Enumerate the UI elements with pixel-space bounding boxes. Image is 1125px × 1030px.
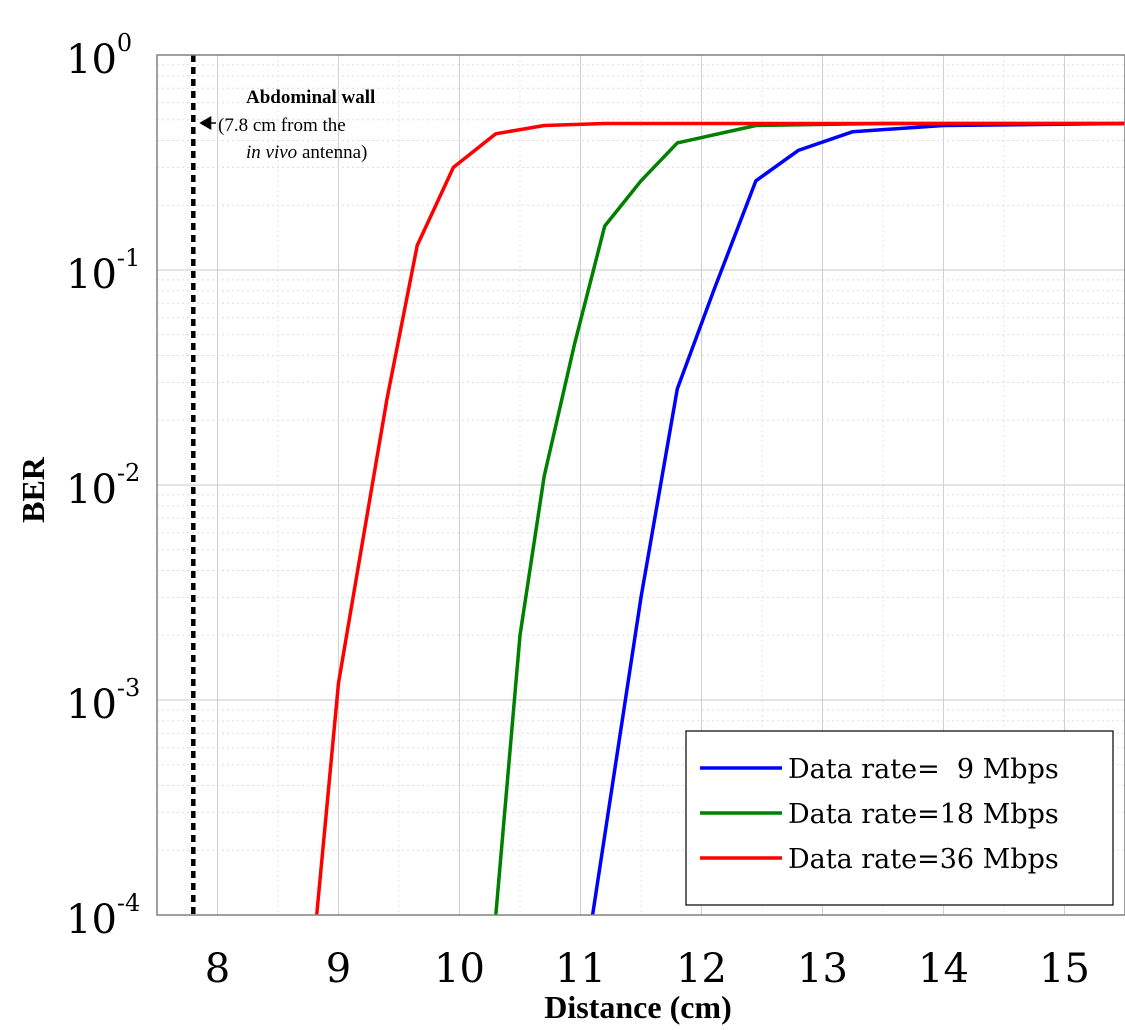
y-axis-title: BER (15, 456, 51, 523)
x-tick-label: 10 (434, 946, 485, 992)
series-lines (314, 121, 1125, 916)
x-tick-labels: 8 9 10 11 12 13 14 15 (205, 946, 1090, 992)
x-tick-label: 9 (326, 946, 351, 992)
legend-label: Data rate=36 Mbps (788, 844, 1059, 875)
x-tick-label: 12 (676, 946, 727, 992)
legend-label: Data rate= 9 Mbps (788, 754, 1059, 785)
series-line-1 (590, 121, 1125, 916)
x-tick-label: 15 (1039, 946, 1090, 992)
y-tick-labels: 100 10-1 10-2 10-3 10-4 (66, 29, 140, 943)
legend-label: Data rate=18 Mbps (788, 799, 1059, 830)
x-tick-label: 11 (555, 946, 606, 992)
annotation-line3: in vivo antenna) (246, 142, 367, 163)
arrow-head (199, 116, 212, 130)
annotation-line2: (7.8 cm from the (218, 115, 346, 136)
x-tick-label: 14 (918, 946, 969, 992)
series-line-3 (314, 121, 1125, 916)
legend: Data rate= 9 Mbps Data rate=18 Mbps Data r… (685, 730, 1114, 906)
annotation: Abdominal wall (7.8 cm from the in vivo … (199, 87, 375, 163)
x-axis-title: Distance (cm) (544, 989, 731, 1025)
x-tick-label: 8 (205, 946, 230, 992)
annotation-arrow (199, 116, 216, 130)
legend-box (685, 730, 1114, 906)
y-tick-label: 10-1 (66, 244, 140, 298)
x-tick-label: 13 (797, 946, 848, 992)
y-tick-label: 10-2 (66, 459, 140, 513)
plot-frame (156, 54, 1125, 916)
annotation-title: Abdominal wall (246, 87, 375, 108)
y-tick-label: 100 (66, 29, 132, 83)
y-tick-label: 10-4 (66, 889, 140, 943)
y-tick-label: 10-3 (66, 674, 140, 728)
